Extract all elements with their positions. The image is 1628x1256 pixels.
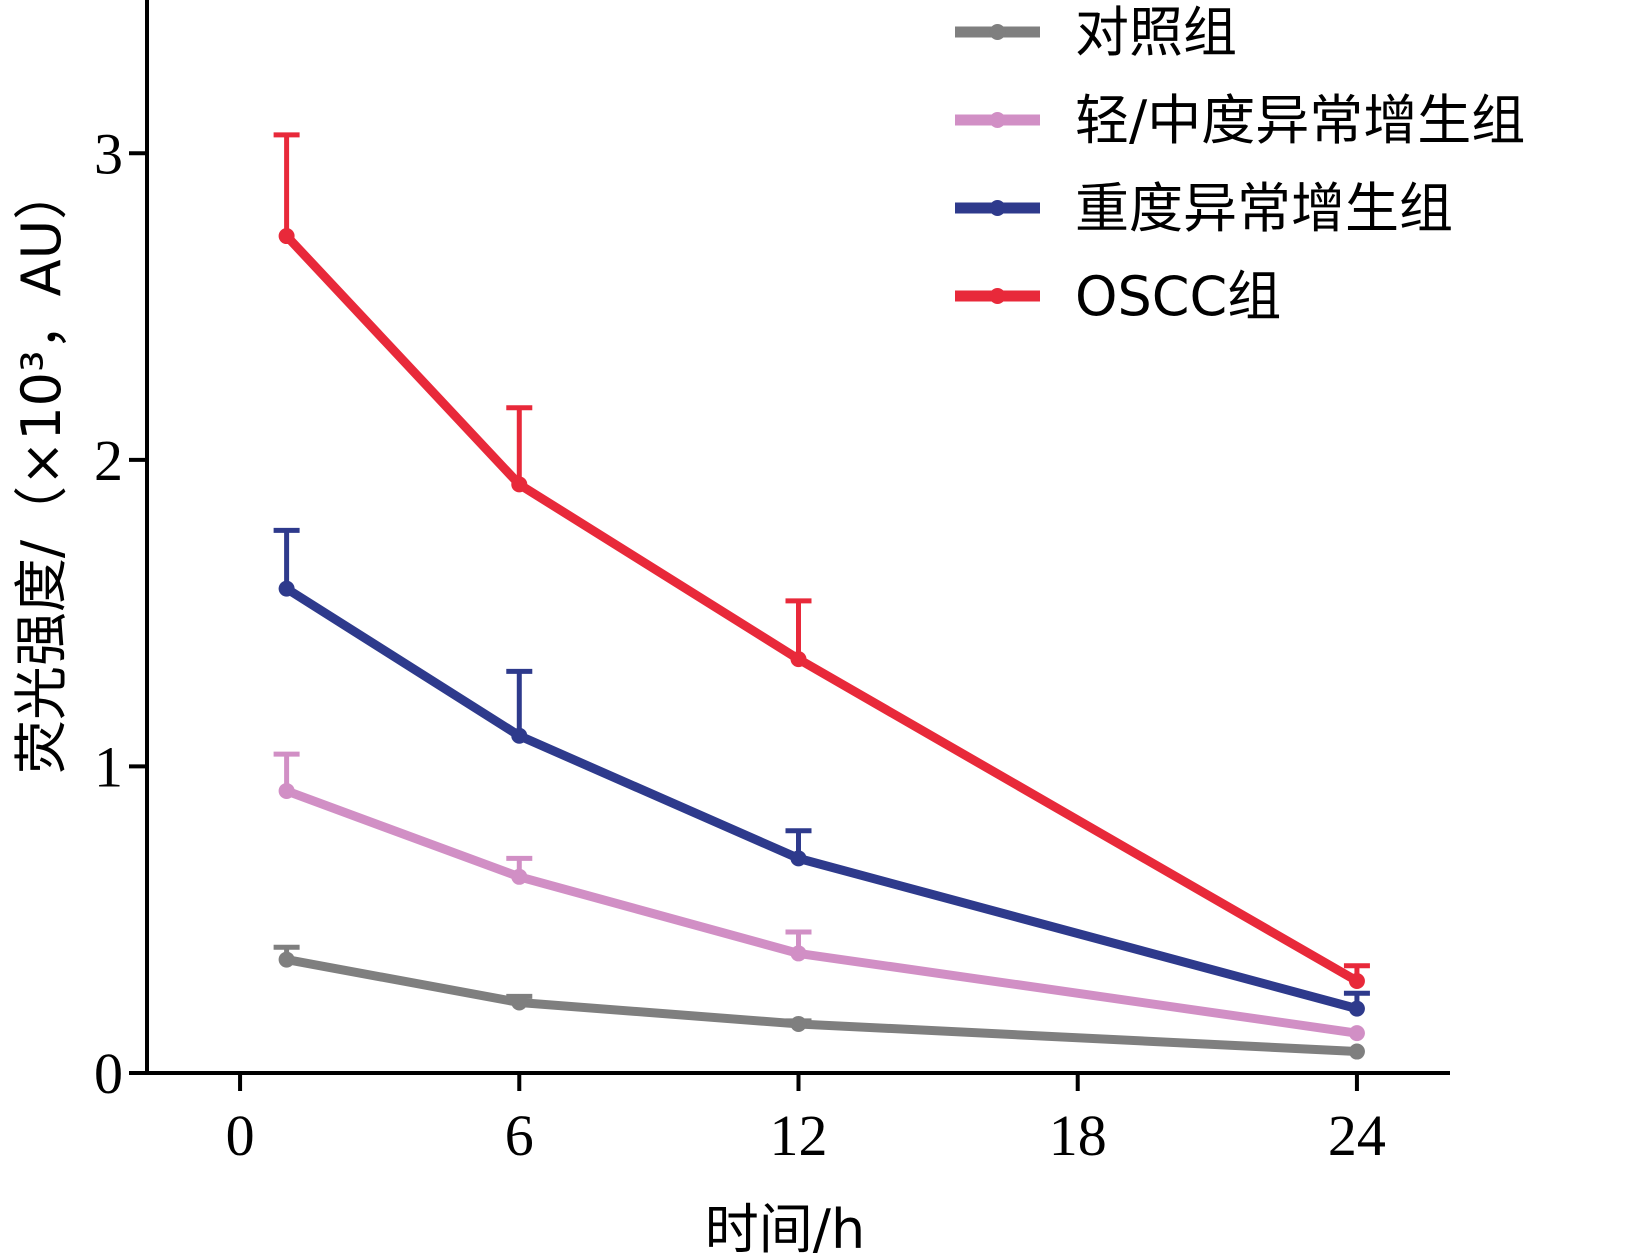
legend-entry-2: 重度异常增生组 xyxy=(955,177,1453,240)
data-point xyxy=(1348,1000,1365,1017)
data-point xyxy=(278,580,295,597)
data-point xyxy=(1348,1043,1365,1060)
x-tick-label: 6 xyxy=(505,1103,534,1168)
y-tick-label: 0 xyxy=(94,1041,123,1106)
legend-label: OSCC组 xyxy=(1075,265,1281,328)
series-3 xyxy=(273,132,1370,990)
data-point xyxy=(790,945,807,962)
legend-marker xyxy=(989,112,1006,128)
axes xyxy=(129,0,1450,1091)
data-point xyxy=(278,951,295,968)
y-tick-label: 1 xyxy=(94,734,123,799)
data-point xyxy=(511,868,528,885)
series-2 xyxy=(273,527,1370,1017)
x-tick-label: 18 xyxy=(1049,1103,1107,1168)
legend-label: 对照组 xyxy=(1075,1,1237,64)
x-tick-label: 12 xyxy=(770,1103,828,1168)
data-point xyxy=(511,727,528,744)
data-point xyxy=(511,994,528,1011)
legend-entry-1: 轻/中度异常增生组 xyxy=(955,89,1525,152)
legend-label: 轻/中度异常增生组 xyxy=(1075,89,1525,152)
legend-marker xyxy=(989,24,1006,40)
legend-marker xyxy=(989,200,1006,216)
data-point xyxy=(511,476,528,493)
data-point xyxy=(278,228,295,245)
legend-entry-3: OSCC组 xyxy=(955,265,1281,328)
series-line xyxy=(282,231,1362,986)
x-tick-label: 0 xyxy=(226,1103,255,1168)
series-1 xyxy=(273,751,1365,1042)
series-0 xyxy=(273,944,1365,1060)
data-point xyxy=(278,782,295,799)
series-line xyxy=(282,786,1362,1038)
series-line xyxy=(282,955,1362,1057)
y-axis-title: 荧光强度/（×10³，AU） xyxy=(10,166,73,774)
series-layer xyxy=(273,132,1370,1060)
y-tick-label: 2 xyxy=(94,428,123,493)
x-axis-title: 时间/h xyxy=(705,1198,865,1256)
legend-marker xyxy=(989,288,1006,304)
legend-label: 重度异常增生组 xyxy=(1075,177,1453,240)
data-point xyxy=(1348,973,1365,990)
data-point xyxy=(1348,1025,1365,1042)
legend-entry-0: 对照组 xyxy=(955,1,1237,64)
data-point xyxy=(790,1015,807,1032)
data-point xyxy=(790,850,807,867)
y-tick-label: 3 xyxy=(94,121,123,186)
series-line xyxy=(282,584,1362,1014)
data-point xyxy=(790,651,807,668)
x-tick-label: 24 xyxy=(1328,1103,1386,1168)
